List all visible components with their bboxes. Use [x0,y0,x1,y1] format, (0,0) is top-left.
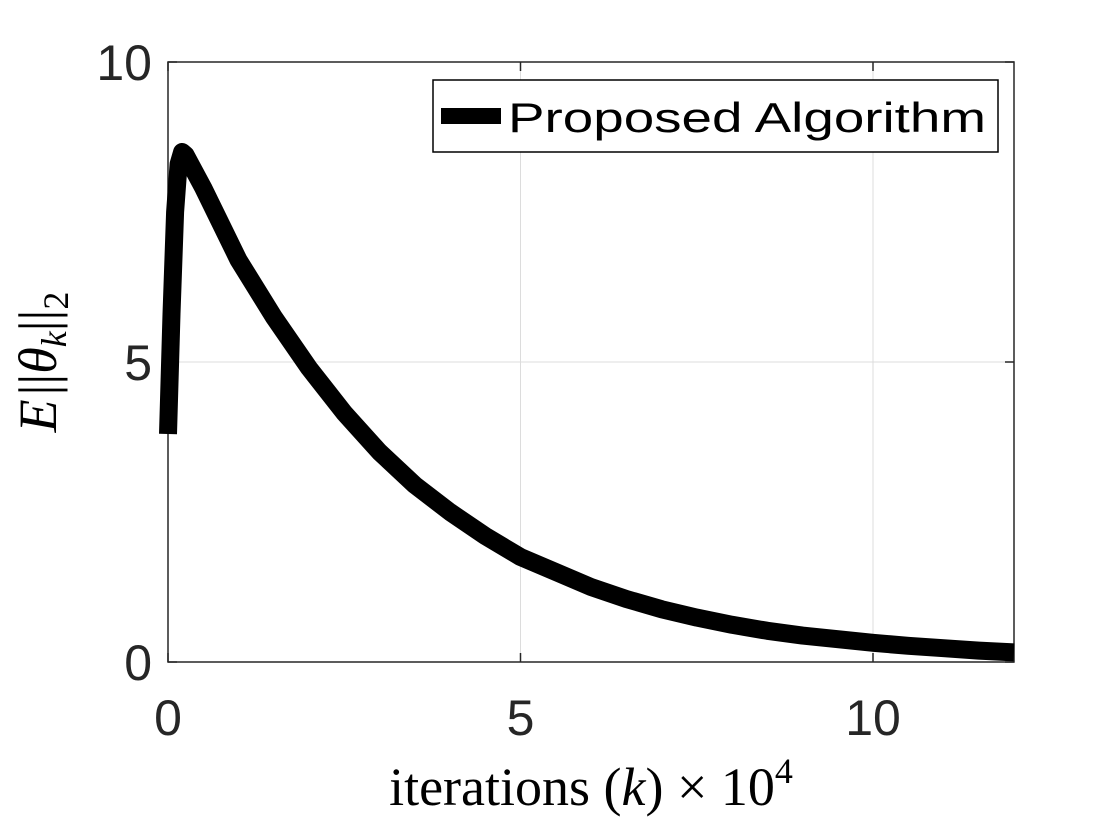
x-axis-label-exponent: 4 [775,751,793,791]
y-tick-label: 5 [124,335,152,391]
y-tick-label: 10 [96,35,152,91]
x-tick-label: 5 [507,690,535,746]
y-axis-label-bars-close: || [8,310,68,332]
x-tick-label: 0 [154,690,182,746]
y-axis-label-e: E [8,399,68,433]
x-axis-label: iterations (k) × 104 [389,751,793,817]
y-axis-label-sub-k: k [34,330,74,347]
y-axis-label-theta: θ [8,347,68,374]
y-tick-label: 0 [124,635,152,691]
y-axis-label-sub-2: 2 [36,292,76,310]
x-axis-label-close: ) × 10 [645,757,774,817]
y-axis-label-bars-open: || [8,374,68,396]
legend: Proposed Algorithm [433,80,998,152]
x-axis-label-main: iterations ( [389,757,621,817]
x-tick-label: 10 [845,690,901,746]
y-axis-label: E||θk||2 [8,292,76,434]
x-axis-label-var: k [622,757,647,817]
legend-label: Proposed Algorithm [508,94,986,141]
